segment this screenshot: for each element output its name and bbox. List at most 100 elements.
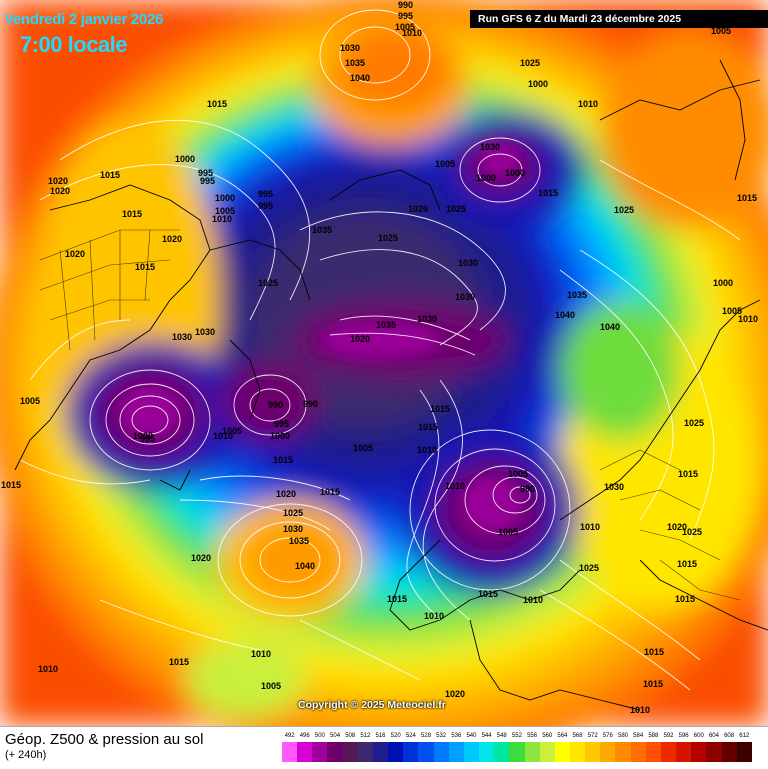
pressure-label: 1025 — [378, 233, 398, 243]
scale-tick-label: 512 — [360, 733, 371, 739]
pressure-label: 1010 — [738, 314, 758, 324]
pressure-label: 1010 — [402, 28, 422, 38]
pressure-label: 1005 — [498, 527, 518, 537]
scale-tick-label: 564 — [557, 733, 568, 739]
pressure-label: 1015 — [430, 404, 450, 414]
pressure-label: 1040 — [600, 322, 620, 332]
scale-tick-label: 604 — [708, 733, 719, 739]
pressure-label: 1005 — [722, 306, 742, 316]
pressure-label: 1010 — [523, 595, 543, 605]
map-title: Géop. Z500 & pression au sol — [5, 731, 204, 748]
scale-swatch — [297, 742, 313, 762]
scale-swatch — [524, 742, 540, 762]
z500-field — [0, 0, 768, 726]
pressure-label: 1020 — [408, 204, 428, 214]
forecast-hour: (+ 240h) — [5, 749, 47, 761]
scale-tick-label: 540 — [466, 733, 477, 739]
scale-swatch — [327, 742, 343, 762]
pressure-label: 1020 — [162, 234, 182, 244]
forecast-date: Vendredi 2 janvier 2026 — [4, 11, 164, 28]
scale-tick-label: 496 — [299, 733, 310, 739]
scale-swatch — [388, 742, 404, 762]
isobars — [19, 9, 741, 691]
pressure-labels: 990 995 1005 1010 1030 1035 1040 1015 10… — [1, 0, 758, 715]
scale-swatch — [372, 742, 389, 762]
scale-ticks: 492 496 500 504 508 512 516 520 524 528 532 536 540 5… — [282, 731, 752, 741]
scale-tick-label: 532 — [436, 733, 447, 739]
pressure-label: 1005 — [215, 206, 235, 216]
scale-tick-label: 600 — [693, 733, 704, 739]
coastlines — [14, 59, 768, 711]
scale-swatch — [433, 742, 449, 762]
scale-tick-label: 516 — [375, 733, 386, 739]
pressure-label: 1015 — [100, 170, 120, 180]
pressure-label: 1010 — [417, 445, 437, 455]
scale-tick-label: 596 — [678, 733, 689, 739]
pressure-label: 995 — [200, 176, 215, 186]
scale-tick-label: 592 — [663, 733, 674, 739]
scale-tick-label: 584 — [633, 733, 644, 739]
scale-swatch — [479, 742, 495, 762]
pressure-label: 1010 — [251, 649, 271, 659]
pressure-label: 1000 — [528, 79, 548, 89]
pressure-label: 1005 — [20, 396, 40, 406]
scale-swatch — [706, 742, 722, 762]
pressure-label: 995 — [140, 434, 155, 444]
scale-tick-label: 612 — [739, 733, 750, 739]
pressure-label: 1025 — [283, 508, 303, 518]
pressure-label: 1015 — [678, 469, 698, 479]
scale-swatch — [676, 742, 692, 762]
color-scale: 492 496 500 504 508 512 516 520 524 528 532 536 540 5… — [282, 731, 752, 762]
pressure-label: 1035 — [289, 536, 309, 546]
scale-swatch — [509, 742, 525, 762]
pressure-label: 995 — [198, 168, 213, 178]
pressure-label: 990 — [520, 484, 535, 494]
scale-swatch — [554, 742, 570, 762]
scale-swatch — [691, 742, 707, 762]
pressure-label: 1010 — [424, 611, 444, 621]
pressure-label: 1005 — [508, 469, 528, 479]
pressure-label: 1040 — [350, 73, 370, 83]
pressure-label: 1020 — [667, 522, 687, 532]
scale-tick-label: 572 — [587, 733, 598, 739]
pressure-label: 1015 — [418, 422, 438, 432]
pressure-label: 1000 — [215, 193, 235, 203]
scale-tick-label: 552 — [511, 733, 522, 739]
scale-swatch — [660, 742, 677, 762]
scale-bar — [282, 742, 752, 762]
pressure-label: 1035 — [567, 290, 587, 300]
pressure-label: 1010 — [213, 431, 233, 441]
pressure-label: 1015 — [675, 594, 695, 604]
pressure-label: 1020 — [65, 249, 85, 259]
pressure-label: 1000 — [133, 431, 153, 441]
scale-tick-label: 544 — [481, 733, 492, 739]
scale-tick-label: 504 — [330, 733, 341, 739]
pressure-label: 1040 — [295, 561, 315, 571]
pressure-label: 990 — [398, 0, 413, 10]
pressure-label: 1005 — [353, 443, 373, 453]
pressure-label: 1015 — [644, 647, 664, 657]
pressure-label: 1015 — [387, 594, 407, 604]
scale-swatch — [342, 742, 358, 762]
scale-tick-label: 608 — [724, 733, 735, 739]
pressure-label: 1015 — [478, 589, 498, 599]
pressure-label: 1030 — [172, 332, 192, 342]
scale-swatch — [403, 742, 419, 762]
pressure-label: 1000 — [713, 278, 733, 288]
pressure-label: 1030 — [283, 524, 303, 534]
pressure-label: 1015 — [677, 559, 697, 569]
pressure-label: 1015 — [169, 657, 189, 667]
pressure-label: 1035 — [312, 225, 332, 235]
copyright: Copyright © 2025 Meteociel.fr — [298, 699, 446, 711]
pressure-label: 1005 — [261, 681, 281, 691]
pressure-label: 1015 — [122, 209, 142, 219]
pressure-label: 1015 — [135, 262, 155, 272]
pressure-label: 995 — [258, 189, 273, 199]
pressure-label: 1020 — [50, 186, 70, 196]
scale-swatch — [630, 742, 646, 762]
scale-tick-label: 508 — [345, 733, 356, 739]
pressure-label: 1010 — [630, 705, 650, 715]
pressure-label: 1025 — [520, 58, 540, 68]
pressure-label: 995 — [398, 11, 413, 21]
pressure-label: 1020 — [48, 176, 68, 186]
